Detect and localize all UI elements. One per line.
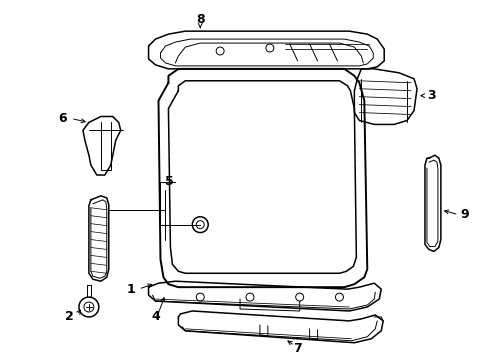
Text: 2: 2 xyxy=(64,310,73,323)
Text: 9: 9 xyxy=(460,208,468,221)
Text: 5: 5 xyxy=(165,175,174,189)
Text: 8: 8 xyxy=(196,13,204,26)
Polygon shape xyxy=(424,155,440,251)
Polygon shape xyxy=(178,311,383,343)
Text: 4: 4 xyxy=(151,310,160,323)
Text: 7: 7 xyxy=(293,342,302,355)
Polygon shape xyxy=(89,196,108,281)
Polygon shape xyxy=(158,69,366,287)
Polygon shape xyxy=(148,281,381,311)
Polygon shape xyxy=(83,117,121,175)
Polygon shape xyxy=(354,69,416,125)
Text: 1: 1 xyxy=(126,283,135,296)
Text: 6: 6 xyxy=(59,112,67,125)
Text: 3: 3 xyxy=(426,89,435,102)
Polygon shape xyxy=(148,31,384,69)
